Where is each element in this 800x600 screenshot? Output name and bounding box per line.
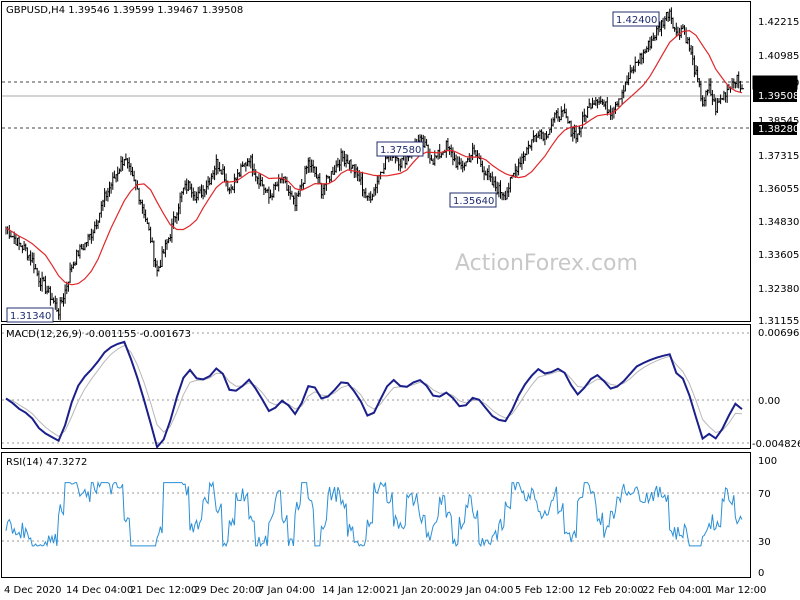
rsi-panel-frame <box>1 452 751 578</box>
time-axis: 4 Dec 2020 14 Dec 04:00 21 Dec 12:00 29 … <box>4 585 766 596</box>
annotation-swing-high: 1.37580 <box>376 141 424 157</box>
level-tag-support-bg <box>753 122 797 135</box>
rsi-line <box>5 480 743 548</box>
price-tick: 1.33605 <box>758 250 799 261</box>
macd-tick: 0.00 <box>758 396 780 407</box>
macd-signal-line <box>5 344 743 438</box>
macd-header: MACD(12,26,9) -0.001155 -0.001673 <box>6 329 191 340</box>
current-price-tag-bg <box>753 89 797 102</box>
time-tick: 7 Jan 04:00 <box>258 585 315 596</box>
price-axis: 1.42215 1.40985 1.38545 1.37315 1.36055 … <box>752 17 799 327</box>
time-tick: 1 Mar 12:00 <box>706 585 766 596</box>
annotation-swing-low: 1.35640 <box>449 192 497 208</box>
rsi-tick: 70 <box>758 489 771 500</box>
time-tick: 14 Jan 12:00 <box>322 585 385 596</box>
time-tick: 14 Dec 04:00 <box>66 585 133 596</box>
price-tick: 1.32380 <box>758 284 799 295</box>
annotation-low-text: 1.31340 <box>10 311 51 322</box>
annotation-swing-high-text: 1.37580 <box>380 145 421 156</box>
price-tick: 1.34830 <box>758 217 799 228</box>
price-tick: 1.40985 <box>758 51 799 62</box>
current-price-tag: 1.39508 <box>758 91 799 102</box>
price-bars <box>5 7 744 321</box>
time-tick: 22 Feb 04:00 <box>642 585 708 596</box>
level-tag-resistance: 1.39980 <box>758 78 799 89</box>
time-tick: 29 Dec 20:00 <box>194 585 261 596</box>
macd-tick: -0.004826 <box>752 439 800 450</box>
time-tick: 12 Feb 20:00 <box>578 585 644 596</box>
time-tick: 21 Jan 20:00 <box>386 585 449 596</box>
macd-tick: 0.00696 <box>758 328 799 339</box>
rsi-tick: 100 <box>758 456 777 467</box>
time-tick: 29 Jan 04:00 <box>450 585 513 596</box>
annotation-high-text: 1.42400 <box>616 15 657 26</box>
price-tick: 1.37315 <box>758 151 799 162</box>
rsi-tick: 0 <box>758 568 764 579</box>
rsi-header: RSI(14) 47.3272 <box>6 457 87 468</box>
moving-average-line <box>5 29 743 286</box>
macd-panel-frame <box>1 324 751 449</box>
time-tick: 21 Dec 12:00 <box>130 585 197 596</box>
price-header: GBPUSD,H4 1.39546 1.39599 1.39467 1.3950… <box>6 5 243 16</box>
rsi-axis: 100 70 30 0 <box>758 456 777 579</box>
macd-main-line <box>5 340 743 450</box>
time-tick: 4 Dec 2020 <box>4 585 62 596</box>
price-tick: 1.38545 <box>758 116 799 127</box>
price-panel-frame <box>1 1 751 322</box>
annotation-swing-low-text: 1.35640 <box>453 196 494 207</box>
price-tick: 1.31155 <box>758 316 799 327</box>
annotation-low: 1.31340 <box>6 307 54 323</box>
time-tick: 5 Feb 12:00 <box>515 585 574 596</box>
macd-axis: 0.00696 0.00 -0.004826 <box>752 328 800 450</box>
level-tag-support: 1.38280 <box>758 124 799 135</box>
price-tick: 1.42215 <box>758 17 799 28</box>
price-tick: 1.36055 <box>758 184 799 195</box>
watermark: ActionForex.com <box>455 251 638 276</box>
rsi-tick: 30 <box>758 537 771 548</box>
annotation-high: 1.42400 <box>612 11 660 27</box>
